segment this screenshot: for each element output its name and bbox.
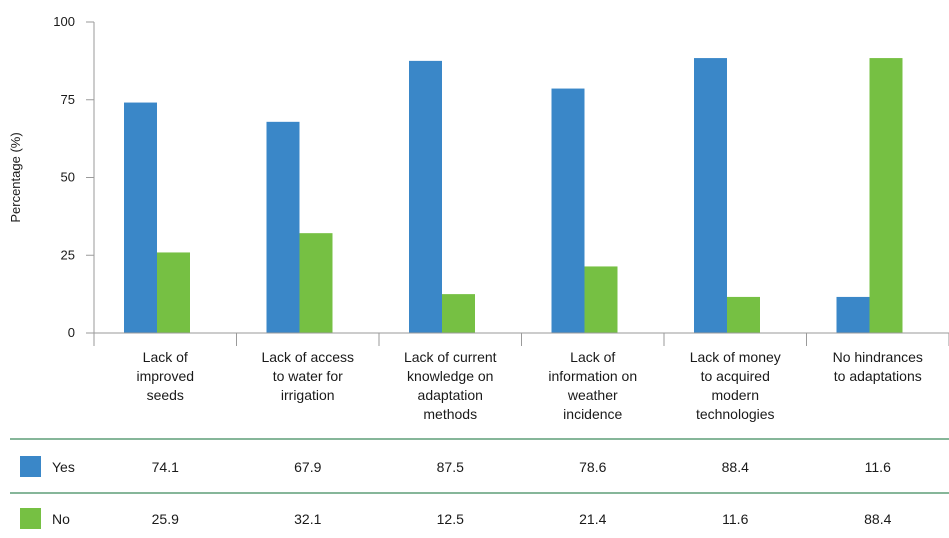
category-label-line: improved (136, 368, 194, 384)
bar-no (299, 233, 333, 333)
y-tick-label: 0 (68, 325, 75, 340)
x-axis: Lack of improved seeds Lack of access to wat… (93, 332, 949, 422)
category-label: Lack of access to water for irrigation (261, 349, 354, 403)
y-tick-label: 25 (61, 247, 75, 262)
bars (124, 58, 903, 334)
y-tick-label: 50 (61, 170, 75, 185)
y-axis-label: Percentage (%) (8, 132, 23, 222)
category-label: Lack of money to acquired modern technologi… (690, 349, 781, 422)
category-label-line: irrigation (281, 387, 335, 403)
category-label-line: to adaptations (834, 368, 922, 384)
category-label-line: technologies (696, 406, 775, 422)
category-label-line: incidence (563, 406, 622, 422)
legend-label-no: No (52, 511, 70, 527)
y-tick-label: 100 (53, 14, 75, 29)
category-label: Lack of current knowledge on adaptation met… (404, 349, 497, 422)
bar-no (869, 58, 903, 334)
table-cell-no: 12.5 (437, 511, 464, 527)
bar-no (727, 296, 760, 333)
bar-no (584, 266, 618, 333)
table-cell-yes: 78.6 (579, 459, 606, 475)
category-label-line: to water for (273, 368, 343, 384)
category-label-line: to acquired (701, 368, 770, 384)
table-cell-no: 25.9 (152, 511, 179, 527)
category-label-line: Lack of current (404, 349, 497, 365)
category-label-line: adaptation (418, 387, 483, 403)
table-cell-no: 21.4 (579, 511, 606, 527)
category-label-line: modern (712, 387, 759, 403)
legend-swatch-no (20, 508, 41, 529)
legend-label-yes: Yes (52, 459, 75, 475)
category-label: No hindrances to adaptations (833, 349, 923, 384)
table-cell-yes: 11.6 (865, 459, 891, 475)
y-axis: 0 25 50 75 100 Percentage (%) (8, 14, 95, 340)
table-cell-yes: 88.4 (722, 459, 749, 475)
category-label-line: weather (567, 387, 618, 403)
bar-no (442, 294, 475, 333)
bar-yes (551, 88, 585, 333)
category-label-line: Lack of access (261, 349, 354, 365)
category-label: Lack of information on weather incidence (548, 349, 637, 422)
bar-yes (409, 60, 442, 333)
table-cell-no: 88.4 (864, 511, 891, 527)
legend-swatch-yes (20, 456, 41, 477)
table-cell-yes: 74.1 (152, 459, 179, 475)
data-table: Yes 74.1 67.9 87.5 78.6 88.4 11.6 No 25.9 32.1 12.… (10, 438, 949, 529)
category-label-line: Lack of (143, 349, 188, 365)
category-label-line: Lack of (570, 349, 615, 365)
category-label-line: No hindrances (833, 349, 923, 365)
y-tick-label: 75 (61, 92, 75, 107)
category-label: Lack of improved seeds (136, 349, 194, 403)
category-label-line: seeds (147, 387, 184, 403)
bar-no (157, 252, 190, 333)
category-label-line: Lack of money (690, 349, 781, 365)
bar-yes (266, 121, 300, 334)
category-label-line: knowledge on (407, 368, 493, 384)
bar-yes (124, 102, 157, 333)
table-cell-yes: 87.5 (437, 459, 464, 475)
table-cell-no: 32.1 (294, 511, 321, 527)
category-label-line: methods (423, 406, 477, 422)
bar-yes (694, 58, 727, 334)
table-cell-yes: 67.9 (294, 459, 321, 475)
table-cell-no: 11.6 (722, 511, 748, 527)
bar-yes (836, 296, 870, 333)
category-label-line: information on (548, 368, 637, 384)
